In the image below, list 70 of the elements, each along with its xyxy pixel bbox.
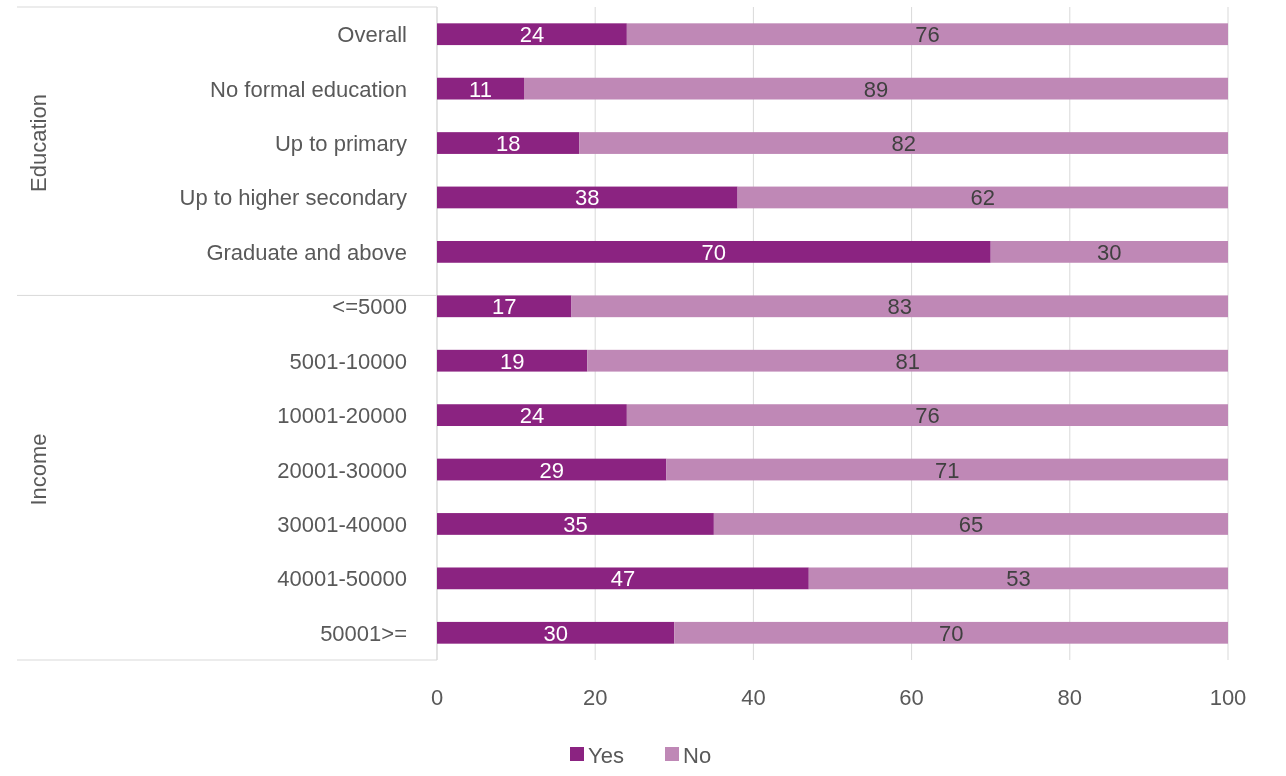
bar [666, 458, 1228, 481]
data-label: 24 [519, 403, 545, 429]
data-label: 30 [543, 620, 568, 646]
x-tick-label: 20 [582, 685, 608, 710]
data-label: 70 [701, 239, 727, 265]
data-label: 62 [970, 185, 996, 211]
bar [437, 349, 588, 372]
y-tick-label: 30001-40000 [277, 511, 407, 537]
bar [437, 132, 580, 154]
data-label: 71 [934, 457, 960, 483]
data-label: 82 [891, 131, 916, 157]
data-label: 65 [958, 511, 984, 537]
bar [437, 295, 572, 318]
data-label: 81 [895, 348, 920, 374]
y-tick-label: Up to primary [274, 131, 407, 157]
bar [626, 404, 1228, 427]
bar [571, 295, 1228, 318]
x-tick-label: 60 [899, 685, 924, 710]
bar [587, 349, 1228, 372]
y-tick-label: Up to higher secondary [179, 185, 407, 211]
data-label: 89 [863, 76, 889, 102]
bar [437, 621, 675, 644]
data-label: 17 [491, 294, 517, 320]
data-label: 70 [938, 620, 964, 646]
y-tick-label: 20001-30000 [277, 457, 407, 483]
data-label: 11 [469, 76, 492, 102]
text: Income [26, 433, 51, 506]
data-label: 76 [915, 403, 940, 429]
y-tick-label: 50001>= [320, 620, 407, 646]
y-tick-label: <=5000 [332, 294, 407, 320]
data-label: 47 [610, 566, 636, 592]
bar [524, 77, 1228, 100]
data-label: 24 [519, 22, 545, 48]
x-tick-label: 100 [1209, 685, 1247, 710]
y-tick-label: Graduate and above [206, 239, 407, 265]
data-label: 76 [915, 22, 940, 48]
bar [437, 23, 627, 46]
bar [808, 567, 1228, 590]
bar [437, 458, 667, 481]
x-tick-label: 0 [430, 685, 444, 710]
data-label: 19 [499, 348, 525, 374]
bar [737, 186, 1228, 209]
bar [579, 132, 1228, 154]
bar [437, 240, 991, 263]
bar [437, 186, 738, 209]
bar [437, 404, 627, 427]
bar [626, 23, 1228, 46]
data-label: 38 [575, 185, 600, 211]
legend-label: No [683, 743, 712, 768]
bar [990, 240, 1228, 263]
data-label: 35 [563, 511, 588, 537]
y-tick-label: 40001-50000 [277, 566, 407, 592]
data-label: 29 [539, 457, 564, 483]
y-tick-label: 5001-10000 [289, 348, 407, 374]
bar [674, 621, 1228, 644]
bar [437, 77, 525, 100]
y-tick-label: 10001-20000 [277, 403, 407, 429]
y-tick-label: No formal education [210, 76, 407, 102]
data-label: 83 [887, 294, 912, 320]
legend-label: Yes [588, 743, 624, 768]
x-tick-label: 80 [1057, 685, 1083, 710]
data-label: 53 [1006, 566, 1031, 592]
text: Education [26, 94, 51, 192]
x-tick-label: 40 [741, 685, 766, 710]
data-label: 18 [495, 131, 521, 157]
bar [437, 567, 809, 590]
y-tick-label: Overall [337, 22, 407, 48]
data-label: 30 [1097, 239, 1122, 265]
bar [713, 513, 1228, 535]
bar [437, 513, 714, 535]
